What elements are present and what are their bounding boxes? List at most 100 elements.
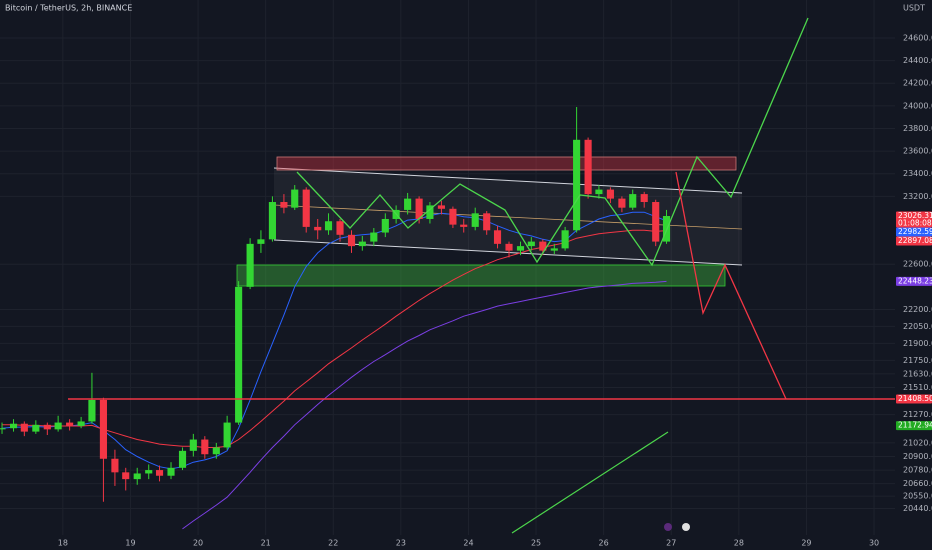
candle-body (77, 421, 85, 426)
candle-body (167, 467, 175, 476)
candle-body (336, 221, 344, 235)
y-tick-label: 20440.00 (903, 504, 932, 513)
y-tick-label: 21510.00 (903, 383, 932, 392)
candle-body (471, 213, 479, 227)
y-tick-label: 21270.00 (903, 410, 932, 419)
candle-body (493, 230, 502, 244)
price-label: 21408.50 (898, 394, 932, 403)
candle-body (0, 428, 6, 430)
y-tick-label: 24200.00 (903, 79, 932, 88)
candle-body (212, 447, 220, 455)
candle-body (606, 189, 614, 199)
candle-body (155, 470, 164, 476)
support-zone (236, 264, 726, 287)
x-tick-label: 23 (396, 539, 406, 548)
candle-body (561, 230, 569, 249)
x-tick-label: 21 (261, 539, 271, 548)
moving-average (2, 229, 667, 448)
candle-body (314, 226, 322, 231)
candle-body (437, 205, 445, 209)
y-tick-label: 20550.00 (903, 492, 932, 501)
moving-average (1, 211, 667, 470)
candle-body (257, 239, 265, 244)
price-label: 22448.23 (898, 276, 932, 285)
y-tick-label: 22200.00 (903, 305, 932, 314)
price-label-box (896, 394, 932, 404)
axes: 24600.00 24400.00 24200.00 24000.00 23800.00… (58, 34, 932, 548)
candle-body (505, 243, 513, 251)
moving-average (182, 280, 667, 530)
channel-fill (274, 168, 742, 265)
y-tick-label: 22050.00 (903, 322, 932, 331)
price-label: 23026.31 (898, 211, 932, 220)
candle-body (9, 423, 18, 429)
candle-body (652, 202, 660, 242)
candle-body (550, 248, 558, 251)
candle-body (268, 202, 276, 240)
price-label-box (896, 421, 932, 431)
candle-body (404, 198, 412, 210)
candle-body (449, 208, 457, 225)
bull-projection (296, 17, 809, 267)
candle-body (595, 189, 603, 195)
event-icon (664, 523, 672, 531)
y-tick-label: 22600.00 (903, 260, 932, 269)
candle-body (302, 189, 310, 227)
price-label-box (896, 236, 932, 246)
candle-body (20, 423, 28, 432)
x-tick-label: 28 (734, 539, 744, 548)
x-tick-label: 24 (463, 539, 473, 548)
y-tick-label: 23200.00 (903, 192, 932, 201)
x-tick-label: 29 (801, 539, 811, 548)
candle-body (324, 221, 333, 231)
x-tick-label: 22 (328, 539, 338, 548)
y-tick-label: 21630.00 (903, 369, 932, 378)
candle-body (246, 243, 254, 287)
candle-body (235, 286, 243, 423)
x-tick-label: 20 (193, 539, 203, 548)
axis-unit: USDT (903, 4, 925, 13)
candle-body (381, 218, 389, 233)
candle-body (201, 439, 209, 455)
chart-title: Bitcoin / TetherUS, 2h, BINANCE (5, 4, 132, 13)
projections (296, 17, 809, 534)
candle-body (111, 458, 119, 473)
resistance-zone (276, 156, 737, 171)
y-tick-label: 21020.00 (903, 438, 932, 447)
candle-body (122, 472, 130, 480)
y-tick-label: 24000.00 (903, 101, 932, 110)
y-tick-label: 21900.00 (903, 339, 932, 348)
x-tick-label: 26 (599, 539, 609, 548)
x-tick-label: 19 (125, 539, 135, 548)
candle-body (415, 198, 423, 219)
candle-body (32, 424, 40, 432)
trend-line (511, 431, 669, 534)
y-tick-label: 24600.00 (903, 34, 932, 43)
candle-body (460, 224, 468, 227)
y-tick-label: 23400.00 (903, 169, 932, 178)
x-tick-label: 18 (58, 539, 68, 548)
candle-body (539, 241, 547, 251)
candle-body (99, 399, 107, 459)
countdown: 01:08:08 (898, 219, 932, 228)
candle-body (145, 470, 153, 474)
event-icon (682, 523, 690, 531)
y-tick-label: 23600.00 (903, 147, 932, 156)
price-label-box (896, 227, 932, 237)
candle-body (618, 198, 626, 208)
candle-body (584, 139, 592, 195)
candle-body (54, 422, 62, 430)
candle-body (483, 213, 491, 231)
grid (0, 0, 895, 535)
x-tick-label: 27 (666, 539, 676, 548)
x-tick-label: 25 (531, 539, 541, 548)
candle-body (291, 189, 299, 208)
price-label: 22897.08 (898, 236, 932, 245)
candle-body (347, 234, 356, 247)
candle-body (133, 473, 141, 480)
price-label-box (896, 276, 932, 286)
price-label: 21172.94 (898, 421, 932, 430)
candle-body (516, 246, 525, 251)
candle-body (88, 399, 96, 422)
